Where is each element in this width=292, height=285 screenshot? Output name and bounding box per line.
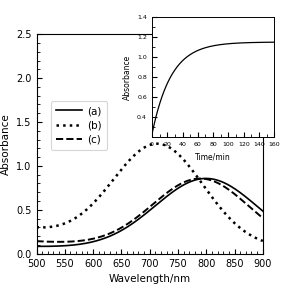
(c) (144, 209, 147, 212)
(c) (170, 188, 173, 191)
(c) (35, 239, 38, 243)
(b) (158, 142, 161, 146)
(b) (170, 147, 173, 150)
(b) (256, 237, 260, 241)
Line: (a): (a) (36, 178, 263, 246)
(a) (221, 180, 225, 184)
Line: (b): (b) (36, 144, 263, 241)
(c) (199, 177, 202, 180)
(a) (256, 205, 260, 209)
Line: (c): (c) (36, 178, 263, 242)
(a) (35, 245, 38, 248)
(b) (261, 239, 265, 243)
(a) (261, 209, 265, 213)
(b) (35, 225, 38, 229)
(b) (221, 209, 224, 212)
X-axis label: Wavelength/nm: Wavelength/nm (109, 274, 191, 284)
(b) (142, 146, 146, 149)
Y-axis label: Absorbance: Absorbance (123, 54, 132, 99)
(b) (144, 145, 147, 148)
(c) (143, 209, 146, 213)
(a) (144, 212, 147, 215)
(b) (155, 142, 159, 145)
(a) (39, 245, 42, 248)
(c) (221, 184, 225, 188)
(a) (204, 177, 208, 180)
Y-axis label: Absorbance: Absorbance (1, 113, 11, 175)
(c) (256, 213, 260, 216)
(a) (143, 213, 146, 216)
(c) (261, 216, 265, 220)
X-axis label: Time/min: Time/min (195, 152, 231, 161)
Legend: (a), (b), (c): (a), (b), (c) (51, 101, 107, 150)
(a) (158, 201, 161, 204)
(c) (58, 240, 61, 244)
(c) (158, 197, 161, 201)
(a) (170, 191, 173, 194)
